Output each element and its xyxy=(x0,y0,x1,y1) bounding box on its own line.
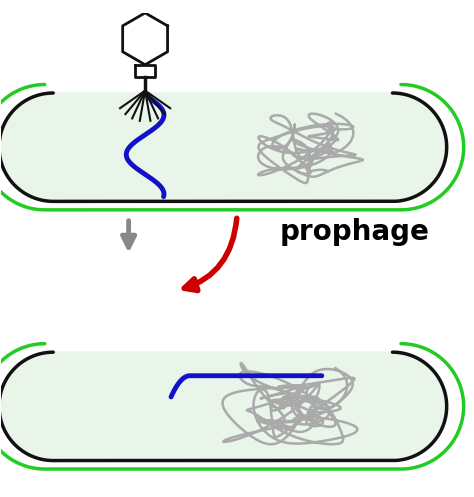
Polygon shape xyxy=(123,13,167,65)
Polygon shape xyxy=(0,93,447,201)
Text: prophage: prophage xyxy=(280,218,430,246)
FancyArrowPatch shape xyxy=(184,218,237,291)
Polygon shape xyxy=(0,352,447,461)
Polygon shape xyxy=(135,65,155,77)
